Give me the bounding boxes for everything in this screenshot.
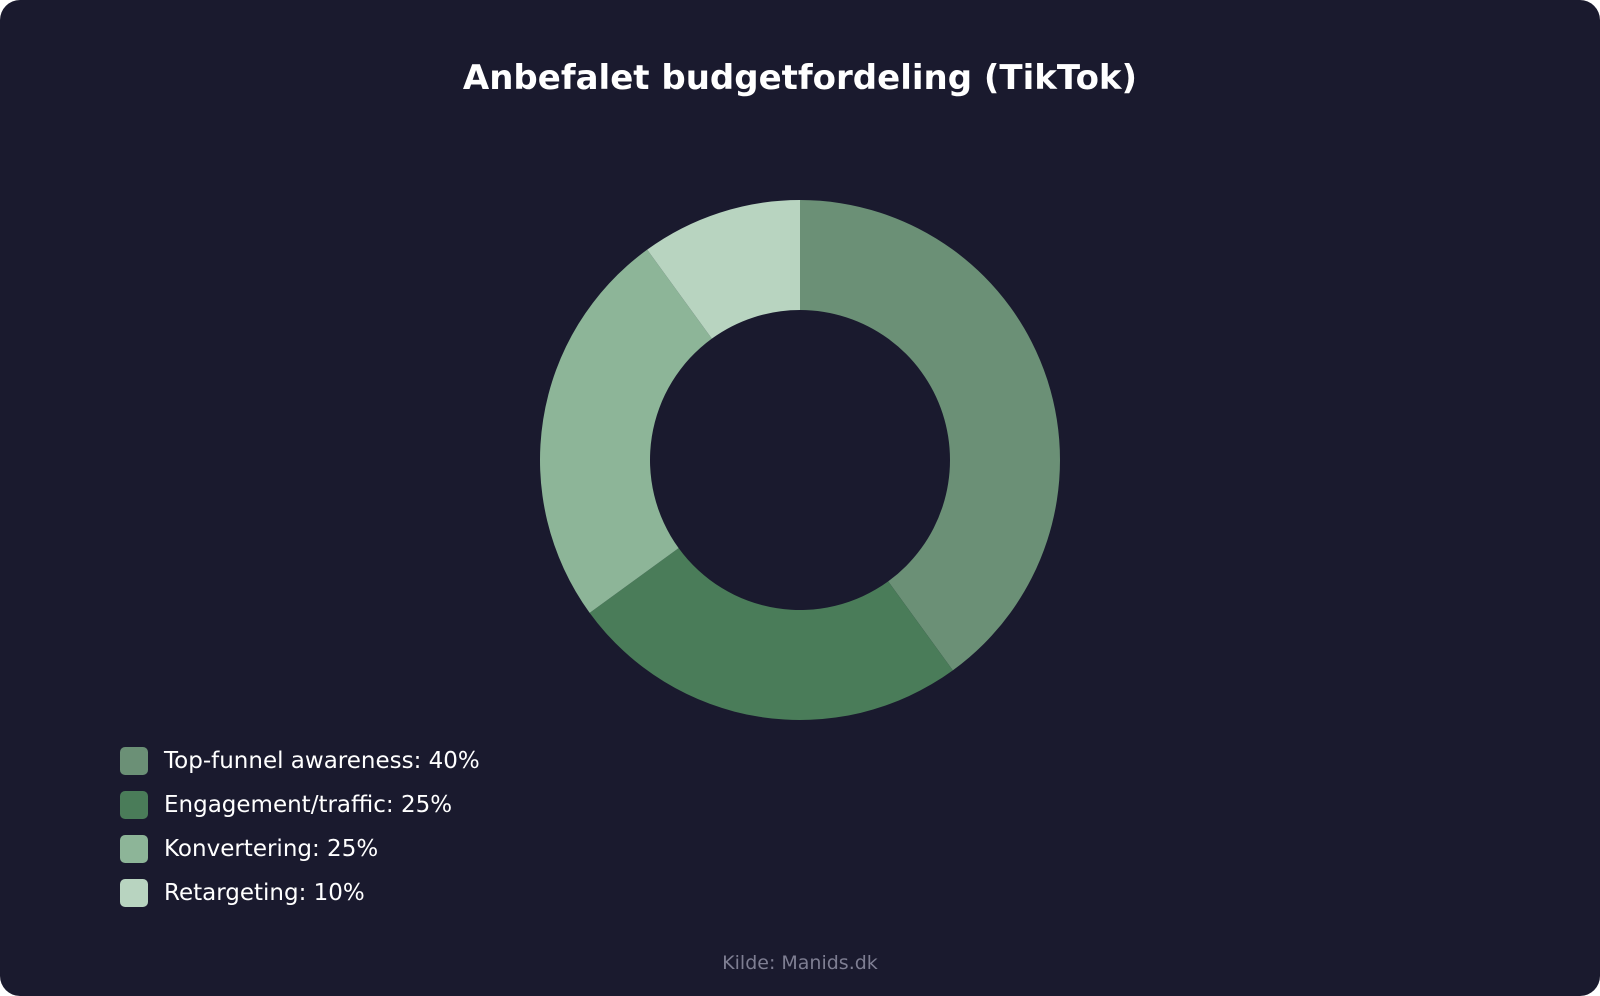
legend-item-retargeting: Retargeting: 10% [120,871,480,915]
legend-label: Konvertering: 25% [164,836,379,862]
chart-title: Anbefalet budgetfordeling (TikTok) [462,58,1138,98]
source-note: Kilde: Manids.dk [722,952,878,974]
legend-item-top-funnel: Top-funnel awareness: 40% [120,739,480,783]
legend-label: Engagement/traffic: 25% [164,792,453,818]
legend-swatch [120,835,148,863]
legend-item-engagement: Engagement/traffic: 25% [120,783,480,827]
donut-slice-retargeting [647,200,800,339]
legend-swatch [120,791,148,819]
legend-swatch [120,879,148,907]
donut-slice-top-funnel-awareness [800,200,1060,671]
legend: Top-funnel awareness: 40% Engagement/tra… [120,739,480,915]
donut-slice-konvertering [539,249,712,613]
donut-slices [539,200,1060,720]
legend-item-konvertering: Konvertering: 25% [120,827,480,871]
legend-label: Top-funnel awareness: 40% [164,748,480,774]
legend-swatch [120,747,148,775]
donut-slice-engagement-traffic [589,548,953,720]
legend-label: Retargeting: 10% [164,880,365,906]
